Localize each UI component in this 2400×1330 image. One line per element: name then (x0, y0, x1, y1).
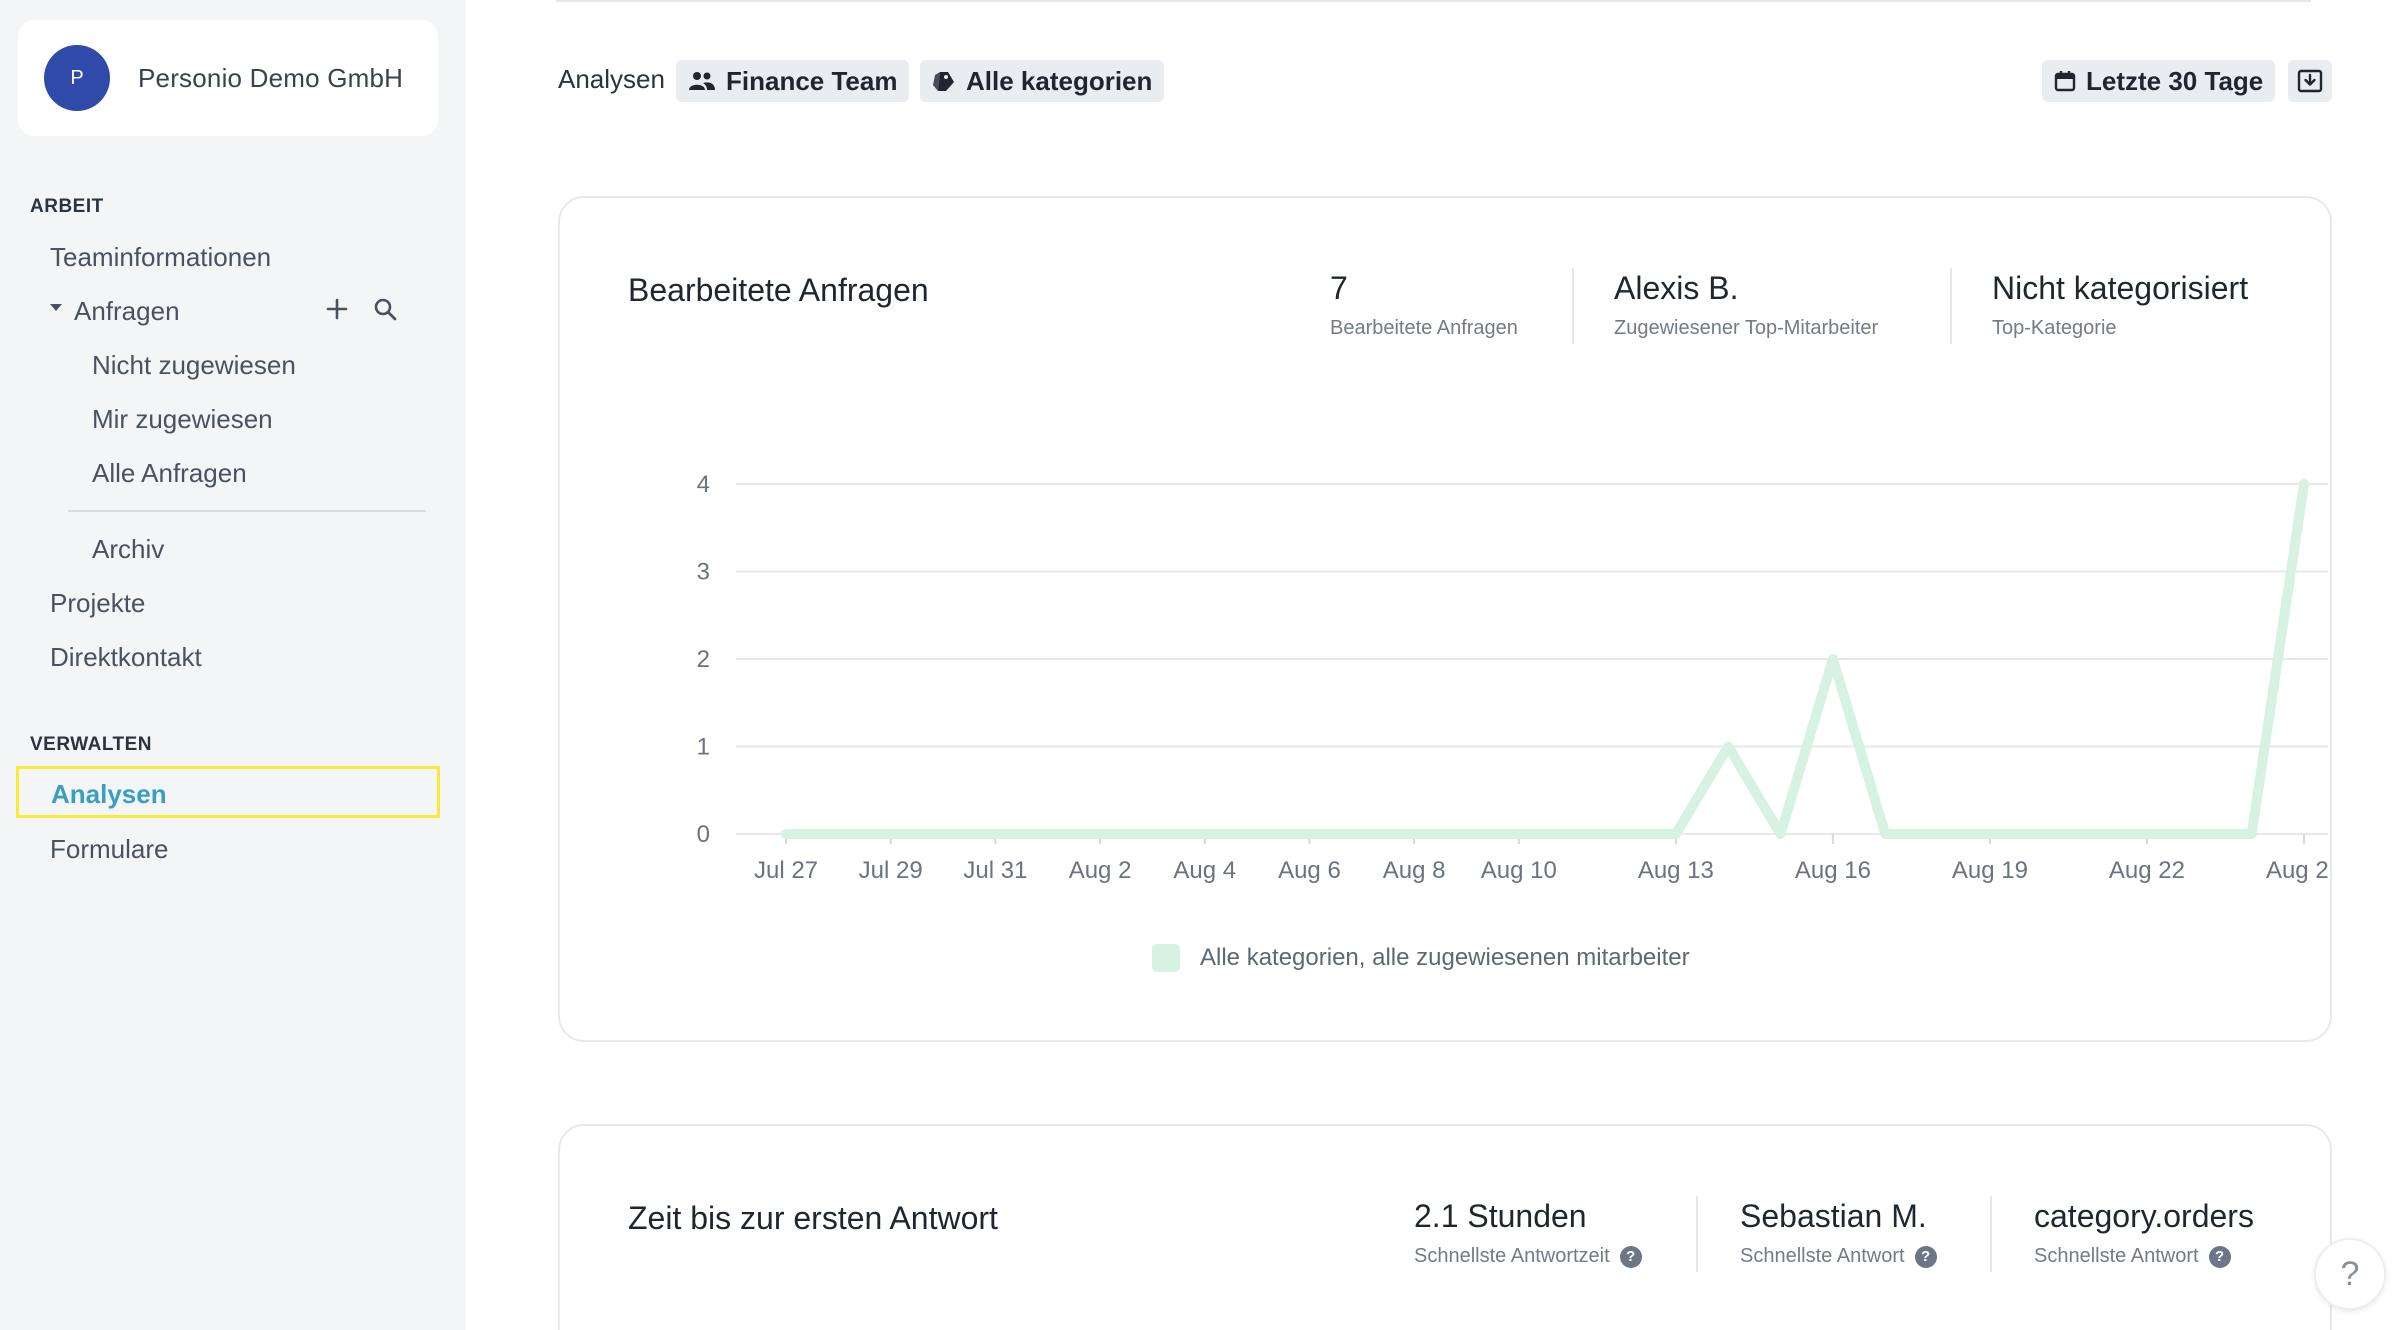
stat-label: Schnellste Antwort ? (2034, 1245, 2254, 1268)
x-tick-label: Aug 19 (1952, 857, 2028, 884)
sidebar-item-alle-anfragen[interactable]: Alle Anfragen (92, 458, 247, 488)
x-tick-label: Aug 13 (1638, 857, 1714, 884)
stat-label: Top-Kategorie (1992, 317, 2117, 339)
series-line (781, 479, 2309, 839)
org-name: Personio Demo GmbH (138, 62, 404, 93)
category-filter-label: Alle kategorien (966, 65, 1153, 96)
y-tick-label: 4 (697, 471, 710, 498)
stat-label-text: Schnellste Antwort (1740, 1245, 1905, 1267)
sidebar-item-anfragen[interactable]: Anfragen (74, 296, 180, 326)
x-tick-label: Aug 16 (1795, 857, 1871, 884)
sidebar-item-direktkontakt[interactable]: Direktkontakt (50, 642, 202, 672)
stat-fastest-category: category.orders Schnellste Antwort ? (2034, 1198, 2254, 1268)
legend-swatch (1152, 944, 1180, 972)
stat-label-text: Schnellste Antwortzeit (1414, 1245, 1610, 1267)
x-tick-label: Aug 25 (2266, 857, 2330, 884)
download-icon (2297, 69, 2323, 93)
sidebar-item-mir-zugewiesen[interactable]: Mir zugewiesen (92, 404, 273, 434)
chart-legend[interactable]: Alle kategorien, alle zugewiesenen mitar… (1152, 944, 1690, 972)
stat-value: Nicht kategorisiert (1992, 270, 2249, 306)
stat-processed-count: 7 Bearbeitete Anfragen (1330, 270, 1518, 340)
help-icon[interactable]: ? (1914, 1245, 1937, 1268)
card-title: Bearbeitete Anfragen (628, 272, 929, 308)
breadcrumb: Analysen (558, 64, 665, 94)
card-title: Zeit bis zur ersten Antwort (628, 1200, 998, 1236)
team-filter-label: Finance Team (726, 65, 898, 96)
search-icon[interactable] (372, 296, 398, 322)
sidebar-item-nicht-zugewiesen[interactable]: Nicht zugewiesen (92, 350, 296, 380)
help-button[interactable]: ? (2314, 1238, 2386, 1310)
sidebar: P Personio Demo GmbH ARBEIT Teaminformat… (0, 0, 466, 1330)
org-switcher[interactable]: P Personio Demo GmbH (18, 20, 438, 136)
x-tick-label: Aug 6 (1278, 857, 1341, 884)
processed-requests-card: Bearbeitete Anfragen 7 Bearbeitete Anfra… (558, 196, 2332, 1042)
stat-value: Sebastian M. (1740, 1198, 1927, 1234)
x-tick-label: Aug 2 (1069, 857, 1132, 884)
stat-label-text: Schnellste Antwort (2034, 1245, 2199, 1267)
help-icon[interactable]: ? (1619, 1245, 1642, 1268)
stat-value: Alexis B. (1614, 270, 1739, 306)
stat-divider (1572, 268, 1574, 344)
people-icon (689, 72, 715, 90)
avatar: P (44, 45, 110, 111)
main-content: Analysen Finance Team Alle kategorien (466, 0, 2400, 1330)
sidebar-item-projekte[interactable]: Projekte (50, 588, 146, 618)
x-tick-label: Aug 10 (1481, 857, 1557, 884)
stat-divider (1950, 268, 1952, 344)
y-tick-label: 3 (697, 559, 710, 586)
sidebar-divider (68, 510, 426, 512)
sidebar-item-formulare[interactable]: Formulare (50, 834, 169, 864)
tags-icon (933, 72, 954, 91)
x-tick-label: Jul 31 (963, 857, 1027, 884)
plus-icon[interactable] (324, 296, 350, 322)
stat-fastest-responder: Sebastian M. Schnellste Antwort ? (1740, 1198, 1937, 1268)
x-tick-label: Aug 8 (1383, 857, 1446, 884)
team-filter-button[interactable]: Finance Team (676, 60, 910, 102)
download-button[interactable] (2288, 60, 2332, 102)
y-tick-label: 1 (697, 734, 710, 761)
stat-value: category.orders (2034, 1198, 2254, 1234)
date-range-button[interactable]: Letzte 30 Tage (2042, 60, 2276, 102)
x-tick-label: Aug 22 (2109, 857, 2185, 884)
stat-fastest-time: 2.1 Stunden Schnellste Antwortzeit ? (1414, 1198, 1642, 1268)
y-tick-label: 0 (697, 821, 710, 848)
stat-label: Bearbeitete Anfragen (1330, 317, 1518, 339)
category-filter-button[interactable]: Alle kategorien (920, 60, 1165, 102)
first-response-card: Zeit bis zur ersten Antwort 2.1 Stunden … (558, 1124, 2332, 1330)
stat-label: Schnellste Antwortzeit ? (1414, 1245, 1642, 1268)
stat-label: Zugewiesener Top-Mitarbeiter (1614, 317, 1879, 339)
stat-top-category: Nicht kategorisiert Top-Kategorie (1992, 270, 2248, 340)
x-tick-label: Jul 29 (859, 857, 923, 884)
stat-divider (1990, 1196, 1992, 1272)
date-range-label: Letzte 30 Tage (2086, 65, 2264, 96)
sidebar-item-label: Analysen (51, 779, 167, 809)
help-icon[interactable]: ? (2208, 1245, 2231, 1268)
section-label-arbeit: ARBEIT (30, 196, 104, 217)
stat-value: 2.1 Stunden (1414, 1198, 1587, 1234)
sidebar-item-teaminformationen[interactable]: Teaminformationen (50, 242, 272, 272)
sidebar-item-analysen[interactable]: Analysen (16, 766, 440, 818)
stat-top-assignee: Alexis B. Zugewiesener Top-Mitarbeiter (1614, 270, 1878, 340)
y-tick-label: 2 (697, 646, 710, 673)
x-tick-label: Jul 27 (754, 857, 818, 884)
x-tick-label: Aug 4 (1173, 857, 1236, 884)
calendar-icon (2054, 71, 2076, 92)
chevron-down-icon[interactable] (50, 304, 62, 311)
stat-divider (1696, 1196, 1698, 1272)
stat-label: Schnellste Antwort ? (1740, 1245, 1937, 1268)
top-border (556, 0, 2311, 2)
legend-label: Alle kategorien, alle zugewiesenen mitar… (1200, 944, 1690, 971)
stat-value: 7 (1330, 270, 1348, 306)
section-label-verwalten: VERWALTEN (30, 734, 153, 755)
sidebar-item-archiv[interactable]: Archiv (92, 534, 165, 564)
line-chart: 0 1 2 3 4 Jul 27 Jul 29 Jul 31 Aug 2 Aug 4 Aug 6 Au… (697, 471, 2330, 884)
